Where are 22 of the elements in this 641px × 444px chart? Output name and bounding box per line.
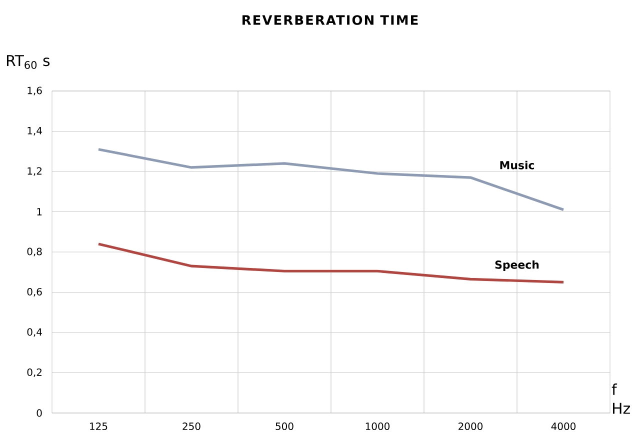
line-series bbox=[97, 242, 565, 284]
y-tick-label: 1,2 bbox=[28, 167, 42, 176]
line-series bbox=[97, 148, 565, 212]
chart-title: REVERBERATION TIME bbox=[242, 15, 418, 25]
x-tick-label: 250 bbox=[182, 422, 200, 430]
y-tick-label: 0 bbox=[36, 409, 42, 417]
y-axis-title: RT$_{60}$ s bbox=[6, 55, 50, 69]
x-tick-label: 1000 bbox=[366, 422, 390, 430]
y-tick-label: 0,4 bbox=[27, 328, 42, 337]
y-tick-label: 0,8 bbox=[27, 248, 42, 256]
series-label: Music bbox=[500, 160, 534, 170]
y-tick-label: 1,4 bbox=[28, 127, 42, 136]
series-label: Speech bbox=[495, 260, 539, 271]
y-tick-label: 1,6 bbox=[28, 86, 42, 96]
y-tick-label: 1 bbox=[37, 208, 42, 216]
x-tick-label: 125 bbox=[90, 422, 108, 430]
y-tick-label: 0,2 bbox=[27, 368, 42, 378]
x-tick-label: 4000 bbox=[551, 422, 576, 430]
x-axis-title: f Hz bbox=[612, 384, 630, 414]
y-tick-label: 0,6 bbox=[27, 288, 42, 297]
x-tick-label: 500 bbox=[276, 422, 294, 430]
x-tick-label: 2000 bbox=[458, 422, 483, 430]
